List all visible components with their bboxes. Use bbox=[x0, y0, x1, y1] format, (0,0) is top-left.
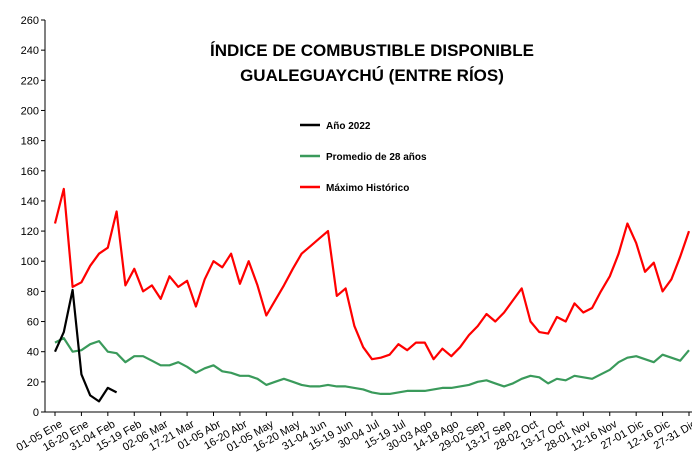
y-tick-label: 0 bbox=[33, 407, 39, 419]
y-tick-label: 120 bbox=[21, 226, 39, 238]
legend-label: Máximo Histórico bbox=[326, 183, 409, 194]
y-tick-label: 180 bbox=[21, 136, 39, 148]
chart-title: GUALEGUAYCHÚ (ENTRE RÍOS) bbox=[240, 66, 504, 85]
series-line bbox=[53, 288, 118, 403]
y-tick-label: 140 bbox=[21, 196, 39, 208]
legend-label: Promedio de 28 años bbox=[326, 152, 427, 163]
y-tick-label: 260 bbox=[21, 15, 39, 27]
series-line bbox=[54, 337, 690, 395]
y-tick-label: 240 bbox=[21, 45, 39, 57]
legend-label: Año 2022 bbox=[326, 121, 371, 132]
y-tick-label: 100 bbox=[21, 256, 39, 268]
y-tick-label: 20 bbox=[27, 377, 39, 389]
y-tick-label: 200 bbox=[21, 105, 39, 117]
y-tick-label: 40 bbox=[27, 347, 39, 359]
y-tick-label: 80 bbox=[27, 286, 39, 298]
y-tick-label: 220 bbox=[21, 75, 39, 87]
chart-title: ÍNDICE DE COMBUSTIBLE DISPONIBLE bbox=[210, 41, 534, 60]
y-tick-label: 60 bbox=[27, 317, 39, 329]
series-line bbox=[53, 187, 691, 361]
y-tick-label: 160 bbox=[21, 166, 39, 178]
